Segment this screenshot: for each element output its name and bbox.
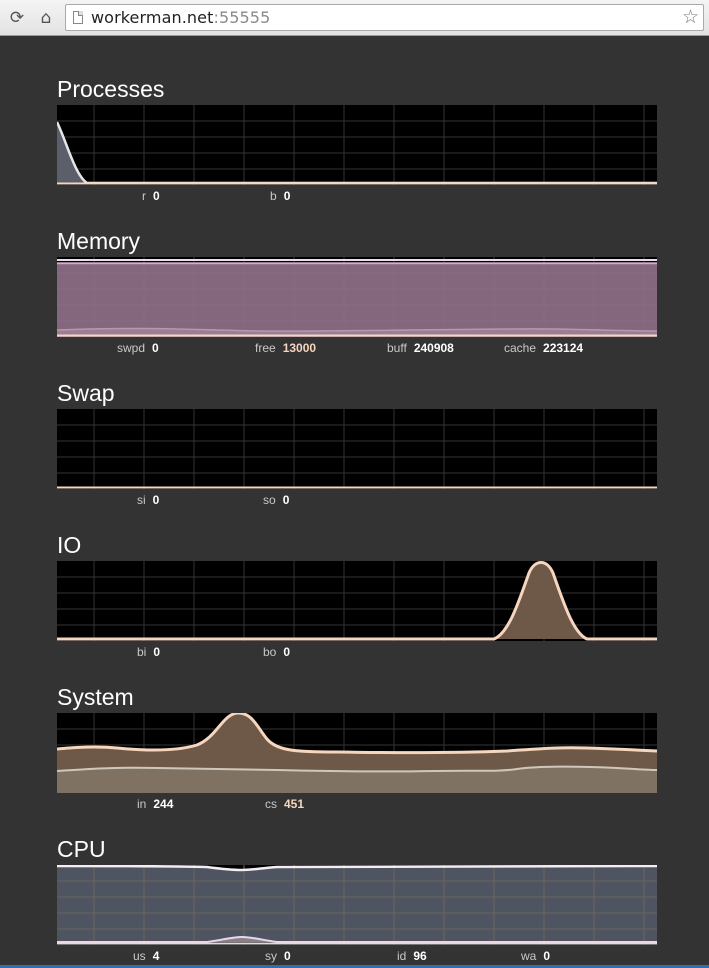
address-bar[interactable]: workerman.net:55555 ☆ <box>65 4 704 31</box>
section-title: System <box>57 684 134 710</box>
legend-label: b <box>270 189 277 203</box>
legend-value: 0 <box>152 341 159 355</box>
cpu-us-line <box>57 935 657 943</box>
legend-item-swpd: swpd 0 <box>117 341 159 355</box>
memory-cache-area <box>57 262 657 337</box>
cpu-chart <box>57 865 657 945</box>
legend-label: us <box>133 949 146 963</box>
legend-value: 244 <box>153 797 174 811</box>
cpu-id-area <box>57 866 657 945</box>
legend-value: 0 <box>152 493 160 507</box>
grid <box>57 409 657 489</box>
browser-toolbar: ⟳ ⌂ workerman.net:55555 ☆ <box>0 0 709 36</box>
memory-chart-svg <box>57 257 657 337</box>
legend-item-buff: buff 240908 <box>387 341 454 355</box>
legend-value: 451 <box>284 797 305 811</box>
legend-label: si <box>137 493 146 507</box>
section-title: CPU <box>57 836 106 862</box>
legend-value: 223124 <box>543 341 584 355</box>
section-title: Swap <box>57 380 115 406</box>
legend-value: 0 <box>283 189 291 203</box>
memory-buff-line <box>57 327 657 332</box>
legend-item-free: free 13000 <box>255 341 316 355</box>
processes-r-area <box>57 122 87 183</box>
legend-value: 0 <box>153 189 160 203</box>
home-icon[interactable]: ⌂ <box>40 8 52 28</box>
swap-chart <box>57 409 657 489</box>
legend-value: 0 <box>153 645 161 659</box>
legend-item-cache: cache 223124 <box>504 341 583 355</box>
legend-label: bi <box>137 645 147 659</box>
window-bottom-edge <box>0 965 709 968</box>
io-chart-svg <box>57 561 657 641</box>
legend-value: 4 <box>152 949 160 963</box>
legend-label: sy <box>265 949 277 963</box>
page-icon <box>73 11 83 24</box>
system-chart <box>57 713 657 793</box>
legend-item-bo: bo 0 <box>263 645 290 659</box>
legend-label: cs <box>265 797 277 811</box>
legend-label: wa <box>521 949 537 963</box>
legend-value: 0 <box>543 949 551 963</box>
legend-value: 240908 <box>413 341 454 355</box>
grid <box>57 865 657 945</box>
system-in-line <box>57 765 657 773</box>
legend-item-id: id 96 <box>397 949 427 963</box>
legend-item-wa: wa 0 <box>521 949 550 963</box>
legend-item-so: so 0 <box>263 493 289 507</box>
legend-value: 0 <box>283 645 291 659</box>
reload-icon[interactable]: ⟳ <box>9 8 25 28</box>
section-title: Memory <box>57 228 141 254</box>
cpu-legend: us 4 sy 0 id 96 wa 0 <box>57 949 657 965</box>
legend-label: bo <box>263 645 277 659</box>
swap-chart-svg <box>57 409 657 489</box>
legend-item-cs: cs 451 <box>265 797 304 811</box>
grid <box>57 105 657 185</box>
memory-legend: swpd 0 free 13000 buff 240908 cache 223124 <box>57 341 657 357</box>
cpu-chart-svg <box>57 865 657 945</box>
legend-label: id <box>397 949 407 963</box>
io-bo-area <box>494 562 587 639</box>
legend-label: free <box>255 341 276 355</box>
legend-item-sy: sy 0 <box>265 949 291 963</box>
legend-label: cache <box>504 341 537 355</box>
io-legend: bi 0 bo 0 <box>57 645 657 661</box>
legend-item-in: in 244 <box>137 797 173 811</box>
url-text: workerman.net:55555 <box>91 8 270 27</box>
legend-value: 96 <box>413 949 427 963</box>
system-chart-svg <box>57 713 657 793</box>
system-legend: in 244 cs 451 <box>57 797 657 813</box>
legend-value: 13000 <box>282 341 317 355</box>
legend-label: buff <box>387 341 407 355</box>
bookmark-star-icon[interactable]: ☆ <box>681 6 699 28</box>
memory-chart <box>57 257 657 337</box>
system-cs-line <box>57 713 657 755</box>
legend-label: so <box>263 493 276 507</box>
io-chart <box>57 561 657 641</box>
legend-value: 0 <box>282 493 290 507</box>
url-host: workerman.net <box>91 8 214 27</box>
io-bo-line <box>57 561 657 641</box>
system-in-area <box>57 766 657 793</box>
legend-item-us: us 4 <box>133 949 159 963</box>
legend-label: swpd <box>117 341 146 355</box>
section-title: IO <box>57 532 82 558</box>
processes-chart <box>57 105 657 185</box>
legend-item-bi: bi 0 <box>137 645 160 659</box>
section-title: Processes <box>57 76 165 102</box>
url-port: :55555 <box>213 8 271 27</box>
cpu-us-area <box>207 937 277 942</box>
processes-chart-svg <box>57 105 657 185</box>
legend-value: 0 <box>284 949 291 963</box>
legend-label: r <box>142 189 146 203</box>
legend-item-si: si 0 <box>137 493 159 507</box>
swap-legend: si 0 so 0 <box>57 493 657 509</box>
legend-label: in <box>137 797 147 811</box>
cpu-id-line <box>57 865 657 872</box>
